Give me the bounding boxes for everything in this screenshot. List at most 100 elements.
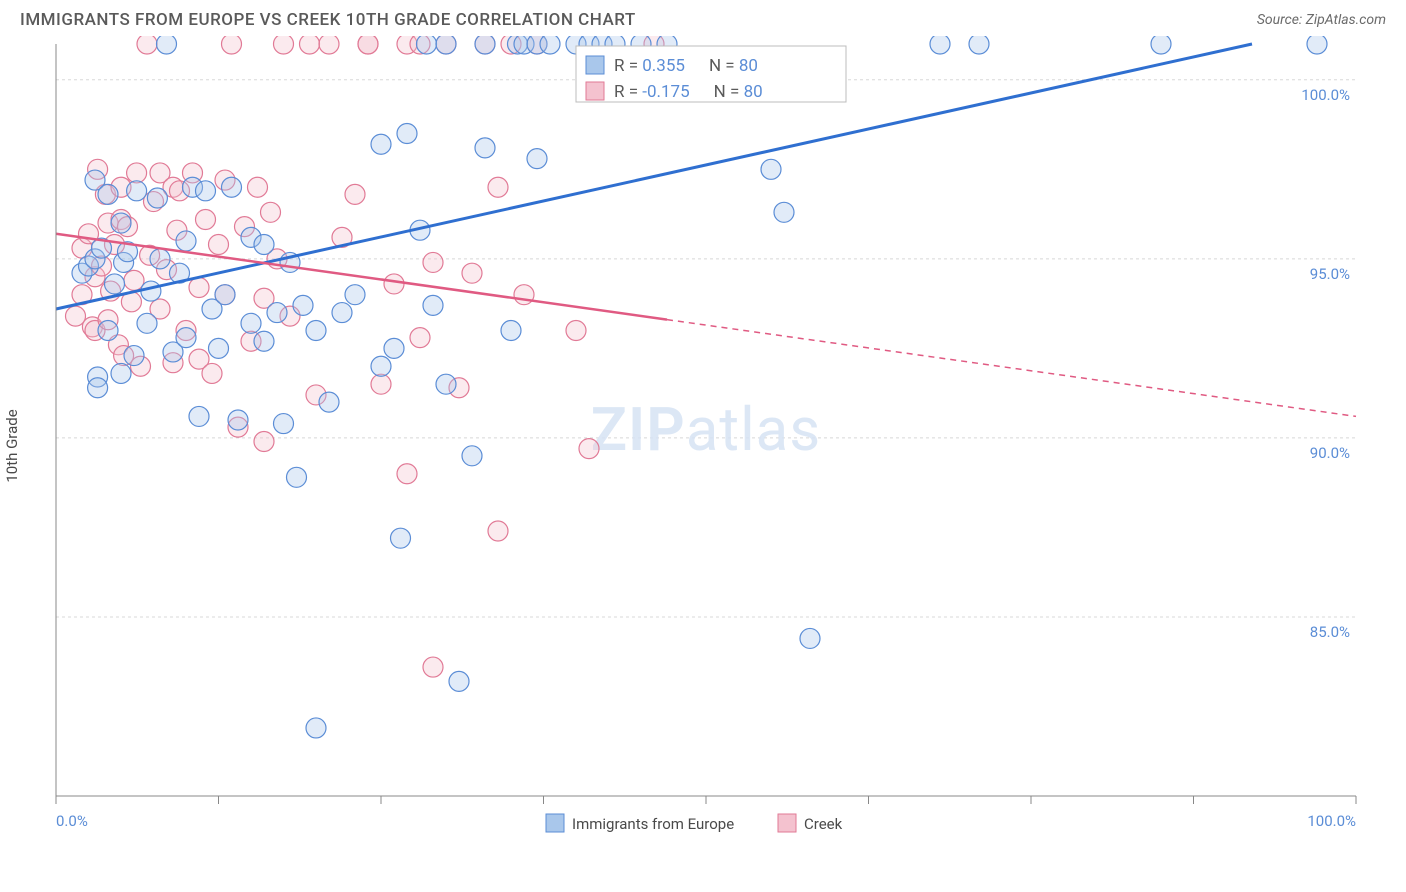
- data-point: [111, 213, 131, 233]
- data-point: [111, 363, 131, 383]
- data-point: [423, 252, 443, 272]
- x-tick-label: 0.0%: [56, 812, 88, 830]
- data-point: [293, 295, 313, 315]
- y-tick-label: 95.0%: [1310, 265, 1350, 283]
- data-point: [579, 439, 599, 459]
- data-point: [410, 328, 430, 348]
- data-point: [449, 671, 469, 691]
- data-point: [332, 303, 352, 323]
- data-point: [274, 36, 294, 54]
- data-point: [1151, 36, 1171, 54]
- data-point: [1307, 36, 1327, 54]
- data-point: [209, 338, 229, 358]
- data-point: [761, 159, 781, 179]
- trend-line: [56, 234, 667, 320]
- data-point: [436, 36, 456, 54]
- data-point: [800, 628, 820, 648]
- data-point: [147, 188, 167, 208]
- data-point: [215, 285, 235, 305]
- data-point: [488, 177, 508, 197]
- data-point: [254, 431, 274, 451]
- data-point: [371, 356, 391, 376]
- data-point: [127, 163, 147, 183]
- legend-label: Creek: [804, 815, 843, 833]
- data-point: [527, 149, 547, 169]
- y-tick-label: 100.0%: [1301, 86, 1350, 104]
- data-point: [501, 320, 521, 340]
- data-point: [267, 303, 287, 323]
- data-point: [176, 231, 196, 251]
- data-point: [274, 414, 294, 434]
- data-point: [248, 177, 268, 197]
- data-point: [462, 263, 482, 283]
- data-point: [417, 36, 437, 54]
- data-point: [371, 374, 391, 394]
- data-point: [196, 181, 216, 201]
- data-point: [397, 464, 417, 484]
- data-point: [436, 374, 456, 394]
- data-point: [397, 124, 417, 144]
- watermark: ZIPatlas: [591, 394, 822, 465]
- data-point: [189, 406, 209, 426]
- data-point: [88, 378, 108, 398]
- legend-swatch: [778, 814, 796, 832]
- data-point: [345, 184, 365, 204]
- data-point: [222, 177, 242, 197]
- data-point: [137, 36, 157, 54]
- data-point: [566, 320, 586, 340]
- data-point: [319, 36, 339, 54]
- legend-swatch: [546, 814, 564, 832]
- data-point: [306, 320, 326, 340]
- data-point: [105, 274, 125, 294]
- data-point: [423, 295, 443, 315]
- data-point: [287, 467, 307, 487]
- data-point: [209, 235, 229, 255]
- legend-swatch: [586, 82, 604, 100]
- data-point: [150, 249, 170, 269]
- data-point: [969, 36, 989, 54]
- data-point: [358, 36, 378, 54]
- data-point: [306, 718, 326, 738]
- data-point: [241, 313, 261, 333]
- data-point: [254, 331, 274, 351]
- data-point: [371, 134, 391, 154]
- data-point: [127, 181, 147, 201]
- data-point: [254, 235, 274, 255]
- data-point: [475, 36, 495, 54]
- data-point: [141, 281, 161, 301]
- chart-area: 85.0% 90.0% 95.0% 100.0% ZIPatlas 0.0% 100.0% R…: [48, 36, 1392, 836]
- data-point: [319, 392, 339, 412]
- data-point: [462, 446, 482, 466]
- data-point: [774, 202, 794, 222]
- data-point: [137, 313, 157, 333]
- data-point: [384, 338, 404, 358]
- data-point: [475, 138, 495, 158]
- data-point: [345, 285, 365, 305]
- y-axis-label: 10th Grade: [3, 409, 21, 482]
- chart-source: Source: ZipAtlas.com: [1257, 12, 1386, 28]
- data-point: [930, 36, 950, 54]
- data-point: [189, 278, 209, 298]
- data-point: [196, 209, 216, 229]
- data-point: [124, 346, 144, 366]
- data-point: [176, 328, 196, 348]
- legend-stat: R = -0.175N = 80: [614, 82, 763, 102]
- legend-label: Immigrants from Europe: [572, 815, 734, 833]
- data-point: [228, 410, 248, 430]
- data-point: [98, 320, 118, 340]
- data-point: [391, 528, 411, 548]
- y-tick-label: 90.0%: [1310, 444, 1350, 462]
- data-point: [202, 363, 222, 383]
- chart-header: IMMIGRANTS FROM EUROPE VS CREEK 10TH GRA…: [0, 0, 1406, 36]
- data-point: [540, 36, 560, 54]
- y-tick-label: 85.0%: [1310, 623, 1350, 641]
- x-tick-label: 100.0%: [1307, 812, 1356, 830]
- data-point: [384, 274, 404, 294]
- data-point: [300, 36, 320, 54]
- data-point: [98, 184, 118, 204]
- correlation-scatter-chart: 85.0% 90.0% 95.0% 100.0% ZIPatlas 0.0% 100.0% R…: [48, 36, 1392, 836]
- data-point: [423, 657, 443, 677]
- data-point: [157, 36, 177, 54]
- legend-swatch: [586, 56, 604, 74]
- data-point: [222, 36, 242, 54]
